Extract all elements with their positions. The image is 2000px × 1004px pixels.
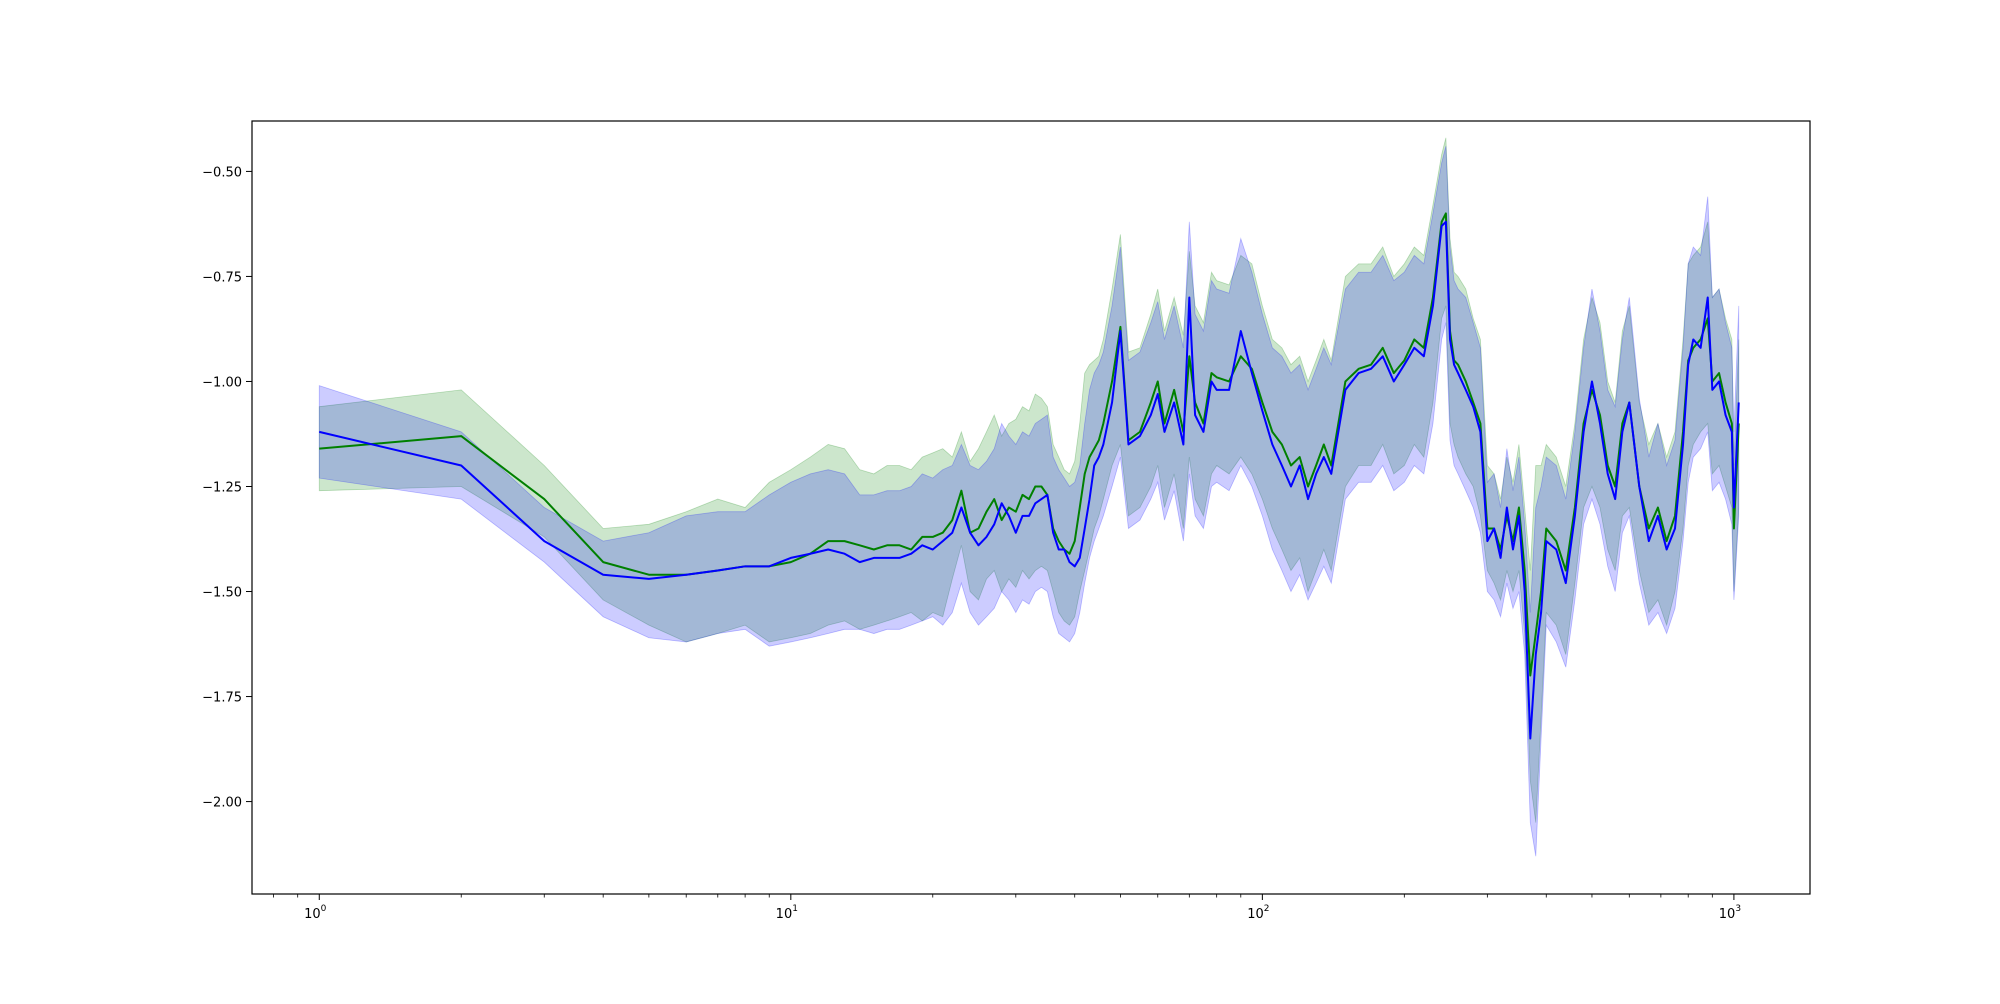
- y-axis-ticks: −0.50 −0.75 −1.00 −1.25 −1.50 −1.75 −2.00: [202, 165, 252, 811]
- y-tick-label: −2.00: [202, 796, 242, 811]
- x-tick-label: 103: [1719, 904, 1741, 922]
- y-tick-label: −1.00: [202, 375, 242, 390]
- plot-area-frame: [251, 120, 1811, 895]
- x-tick-label: 101: [776, 904, 798, 922]
- series-lines: [319, 212, 1740, 740]
- series-1-line: [319, 212, 1740, 677]
- series-2-band: [318, 146, 1740, 857]
- series-1-band: [318, 137, 1740, 823]
- y-tick-label: −0.75: [202, 270, 242, 285]
- series-2-line: [319, 220, 1740, 740]
- confidence-bands: [318, 137, 1740, 857]
- x-tick-label: 102: [1247, 904, 1269, 922]
- y-tick-label: −1.50: [202, 586, 242, 601]
- y-tick-label: −0.50: [202, 165, 242, 180]
- y-tick-label: −1.75: [202, 691, 242, 706]
- y-tick-label: −1.25: [202, 480, 242, 495]
- x-tick-label: 100: [304, 904, 327, 922]
